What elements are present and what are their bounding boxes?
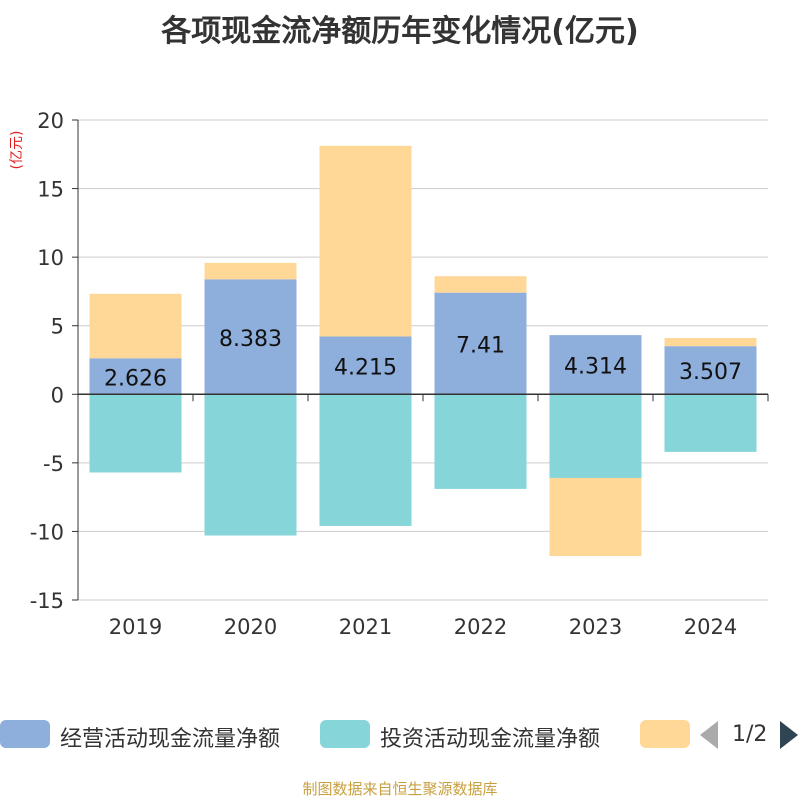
bar-series-2 [89,293,182,359]
legend-swatch-financing [640,720,690,748]
bar-chart: 20 15 10 5 0 -5 -10 -15 2019 2020 2021 2022 2023 2024… [30,109,769,639]
y-tick-label: -10 [30,520,64,544]
data-label: 4.215 [334,355,397,380]
legend-label-operating: 经营活动现金流量净额 [60,727,281,752]
bar-series-1 [319,394,412,526]
x-tick-label: 2023 [569,615,622,639]
legend: 经营活动现金流量净额 投资活动现金流量净额 1/2 [0,712,800,756]
data-label: 7.41 [456,333,505,358]
bar-series-1 [664,394,757,452]
bar-series-1 [89,394,182,473]
data-label: 2.626 [104,366,167,391]
x-tick-label: 2019 [109,615,162,639]
data-label: 3.507 [679,360,742,385]
legend-page-indicator: 1/2 [732,722,768,747]
bar-series-1 [204,394,297,536]
y-tick-label: -15 [30,589,64,613]
bar-series-2 [664,337,757,347]
legend-swatch-investing [320,720,370,748]
y-tick-label: 0 [51,383,64,407]
legend-pager: 1/2 [700,718,800,750]
bar-series-2 [204,262,297,280]
bar-series-0 [549,335,642,395]
x-tick-label: 2022 [454,615,507,639]
bar-series-2 [319,145,412,337]
y-tick-label: 15 [37,178,64,202]
bar-series-2 [434,276,527,293]
data-label: 8.383 [219,327,282,352]
legend-swatch-operating [0,720,50,748]
x-tick-label: 2024 [684,615,737,639]
y-tick-label: 10 [37,246,64,270]
bar-series-0 [204,279,297,395]
y-tick-label: 5 [51,315,64,339]
data-source-footer: 制图数据来自恒生聚源数据库 [302,780,498,798]
bar-series-0 [89,358,182,395]
bar-series-1 [549,394,642,478]
y-tick-label: 20 [37,109,64,133]
bar-series-2 [549,477,642,557]
data-label: 4.314 [564,355,627,380]
legend-next-page-icon[interactable] [780,721,798,749]
chart-title: 各项现金流净额历年变化情况(亿元) [161,14,639,49]
legend-label-investing: 投资活动现金流量净额 [380,727,601,752]
legend-prev-page-icon[interactable] [700,721,718,749]
bar-series-0 [664,346,757,395]
bar-series-0 [434,292,527,395]
x-tick-label: 2021 [339,615,392,639]
y-tick-label: -5 [43,452,64,476]
bar-series-0 [319,336,412,395]
x-tick-label: 2020 [224,615,277,639]
bar-series-1 [434,394,527,489]
